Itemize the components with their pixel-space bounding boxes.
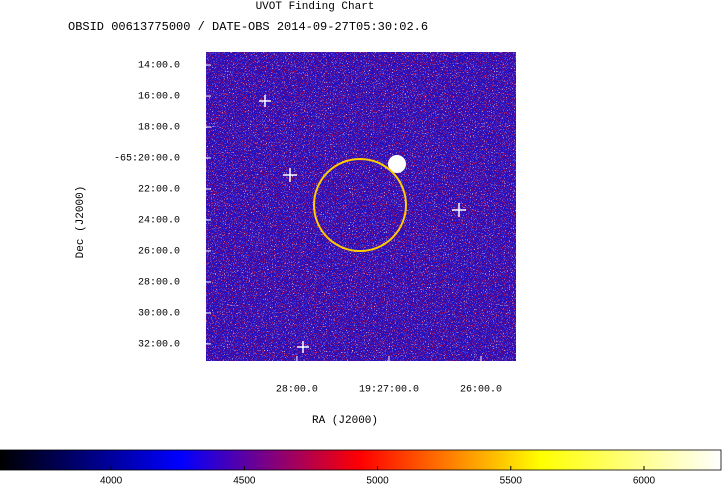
- bright-star: [388, 155, 406, 173]
- colorbar-tick-label: 4000: [100, 476, 123, 487]
- y-tick-label: 24:00.0: [138, 216, 180, 227]
- colorbar-tick-label: 6000: [633, 476, 656, 487]
- colorbar-tick-label: 5500: [500, 476, 523, 487]
- y-tick-label: 32:00.0: [138, 340, 180, 351]
- y-tick-label: 30:00.0: [138, 309, 180, 320]
- source-region: [313, 158, 407, 252]
- colorbar: [0, 449, 722, 471]
- y-tick-label: -65:20:00.0: [114, 154, 180, 165]
- y-tick-label: 26:00.0: [138, 247, 180, 258]
- x-tick-label: 26:00.0: [460, 385, 502, 396]
- chart-title: UVOT Finding Chart: [256, 1, 375, 13]
- y-tick-label: 22:00.0: [138, 185, 180, 196]
- x-tick-label: 19:27:00.0: [359, 385, 419, 396]
- y-tick-label: 18:00.0: [138, 123, 180, 134]
- colorbar-tick-label: 5000: [366, 476, 389, 487]
- x-tick-label: 28:00.0: [276, 385, 318, 396]
- y-tick-label: 28:00.0: [138, 278, 180, 289]
- y-axis-label: Dec (J2000): [75, 186, 87, 259]
- chart-subtitle: OBSID 00613775000 / DATE-OBS 2014-09-27T…: [68, 20, 428, 34]
- stars: [259, 95, 466, 353]
- y-tick-label: 14:00.0: [138, 61, 180, 72]
- y-tick-label: 16:00.0: [138, 92, 180, 103]
- image-noise: [206, 52, 516, 361]
- colorbar-tick-label: 4500: [233, 476, 256, 487]
- x-axis-label: RA (J2000): [312, 415, 378, 427]
